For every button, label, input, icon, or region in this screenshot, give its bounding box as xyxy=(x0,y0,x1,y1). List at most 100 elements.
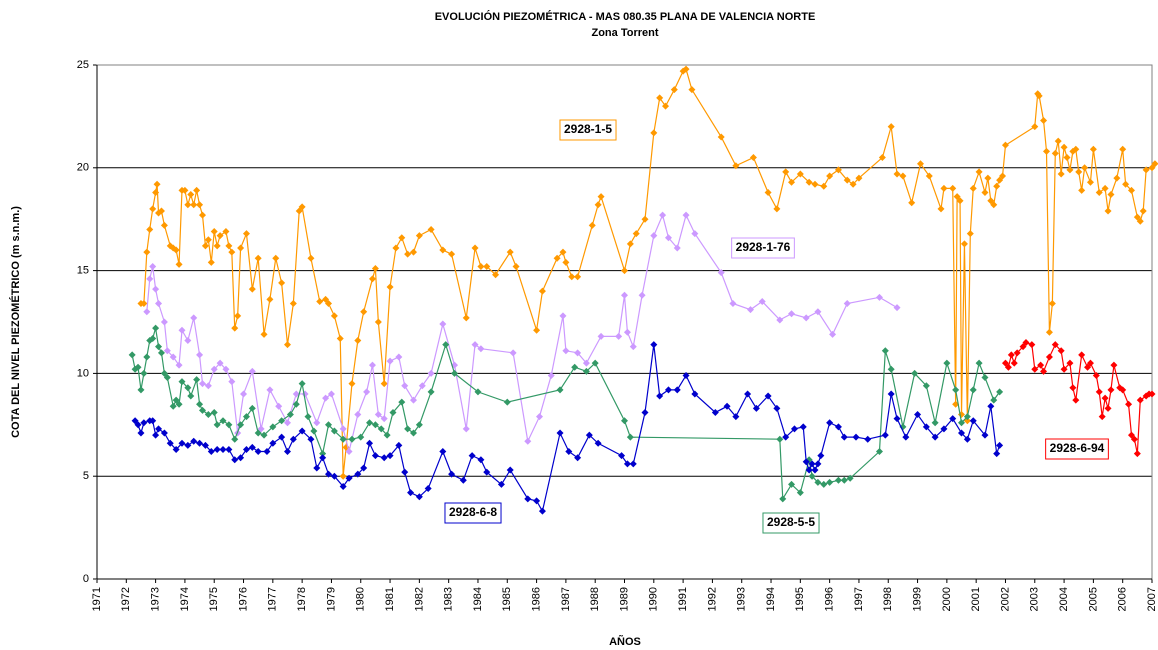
data-point xyxy=(157,349,165,357)
data-point xyxy=(887,123,895,131)
data-point xyxy=(556,386,564,394)
legend-box xyxy=(1045,438,1109,460)
data-point xyxy=(1104,207,1112,215)
data-point xyxy=(439,448,447,456)
legend-label: 2928-6-94 xyxy=(1050,441,1105,455)
data-point xyxy=(187,392,195,400)
data-point xyxy=(213,242,221,250)
data-point xyxy=(169,402,177,410)
data-point xyxy=(582,359,590,367)
data-point xyxy=(313,464,321,472)
data-point xyxy=(911,369,919,377)
data-point xyxy=(1057,170,1065,178)
x-tick-label: 1972 xyxy=(120,587,132,611)
data-point xyxy=(1127,431,1135,439)
x-tick-label: 1978 xyxy=(296,587,308,611)
data-point xyxy=(1119,145,1127,153)
data-point xyxy=(670,86,678,94)
data-point xyxy=(922,382,930,390)
data-point xyxy=(357,433,365,441)
data-point xyxy=(729,299,737,307)
data-point xyxy=(626,433,634,441)
x-tick-label: 1971 xyxy=(91,587,103,611)
data-point xyxy=(260,431,268,439)
data-point xyxy=(940,425,948,433)
data-point xyxy=(559,312,567,320)
data-point xyxy=(615,332,623,340)
data-point xyxy=(325,470,333,478)
data-point xyxy=(172,246,180,254)
data-point xyxy=(1110,361,1118,369)
data-point xyxy=(805,178,813,186)
data-point xyxy=(275,402,283,410)
data-point xyxy=(157,207,165,215)
data-point xyxy=(509,349,517,357)
data-point xyxy=(219,445,227,453)
data-point xyxy=(166,439,174,447)
data-point xyxy=(538,507,546,515)
series-line xyxy=(131,328,1001,501)
data-point xyxy=(963,413,971,421)
data-point xyxy=(940,184,948,192)
data-point xyxy=(169,353,177,361)
data-point xyxy=(1098,413,1106,421)
data-point xyxy=(996,388,1004,396)
data-point xyxy=(1101,394,1109,402)
data-point xyxy=(477,345,485,353)
data-point xyxy=(204,236,212,244)
data-point xyxy=(1013,349,1021,357)
data-point xyxy=(380,380,388,388)
data-point xyxy=(140,419,148,427)
data-point xyxy=(782,168,790,176)
data-point xyxy=(788,310,796,318)
data-point xyxy=(160,429,168,437)
data-point xyxy=(248,443,256,451)
data-point xyxy=(1142,166,1150,174)
data-point xyxy=(371,421,379,429)
x-tick-label: 1994 xyxy=(765,587,777,611)
data-point xyxy=(524,495,532,503)
data-point xyxy=(152,188,160,196)
data-point xyxy=(201,441,209,449)
data-point xyxy=(254,254,262,262)
data-point xyxy=(377,425,385,433)
plot-frame xyxy=(96,64,1153,580)
data-point xyxy=(283,341,291,349)
legend-box xyxy=(444,502,502,524)
data-point xyxy=(808,460,816,468)
data-point xyxy=(386,283,394,291)
data-point xyxy=(568,273,576,281)
legend-box xyxy=(559,119,617,141)
data-point xyxy=(172,396,180,404)
x-tick-label: 1987 xyxy=(560,587,572,611)
data-point xyxy=(242,445,250,453)
data-point xyxy=(621,417,628,425)
data-point xyxy=(914,411,922,419)
data-point xyxy=(175,260,183,268)
data-point xyxy=(682,371,690,379)
data-point xyxy=(650,232,658,240)
x-tick-label: 1988 xyxy=(589,587,601,611)
data-point xyxy=(1104,404,1112,412)
data-point xyxy=(401,468,409,476)
data-point xyxy=(415,493,423,501)
data-point xyxy=(319,450,327,458)
x-tick-label: 1992 xyxy=(706,587,718,611)
data-point xyxy=(410,248,417,256)
data-point xyxy=(1028,341,1036,349)
data-point xyxy=(292,400,300,408)
data-point xyxy=(723,402,731,410)
legend-label: 2928-5-5 xyxy=(767,515,815,529)
data-point xyxy=(1133,450,1141,458)
data-point xyxy=(401,382,409,390)
data-point xyxy=(820,480,828,488)
data-point xyxy=(623,328,631,336)
x-tick-label: 1998 xyxy=(882,587,894,611)
y-tick-label: 25 xyxy=(77,59,89,71)
data-point xyxy=(597,193,605,201)
data-point xyxy=(1066,166,1074,174)
legend-box xyxy=(731,237,795,259)
data-point xyxy=(278,433,286,441)
data-point xyxy=(829,330,837,338)
data-point xyxy=(404,250,412,258)
